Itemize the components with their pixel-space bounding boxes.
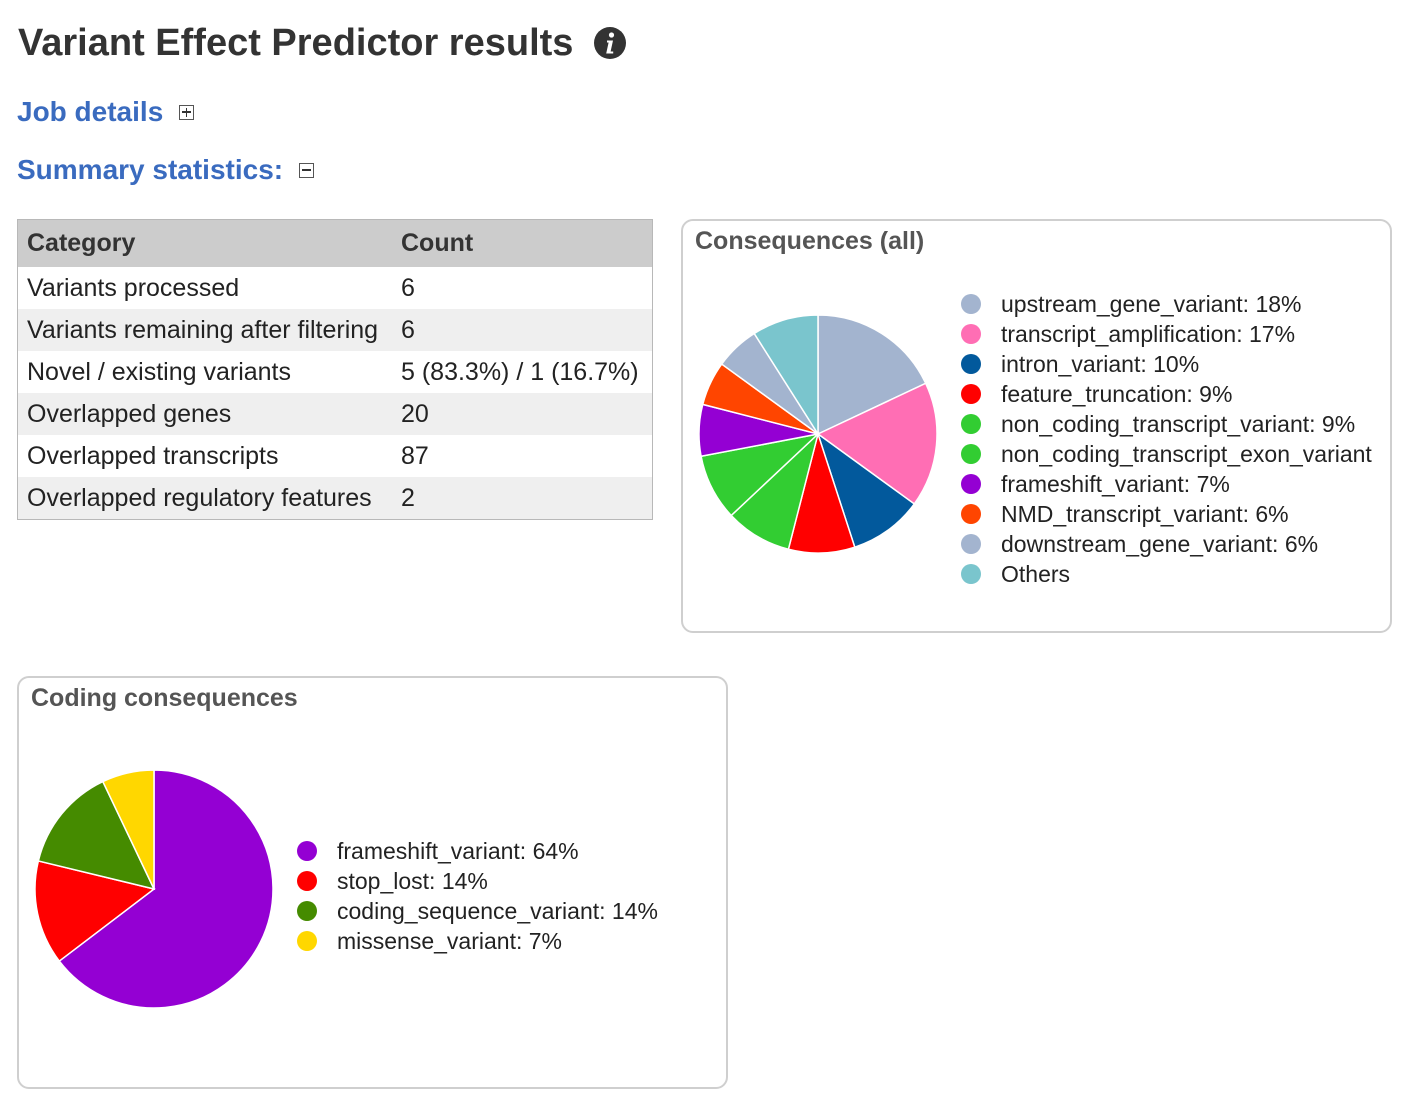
legend-label: non_coding_transcript_variant: 9% — [1001, 411, 1356, 437]
legend-label: downstream_gene_variant: 6% — [1001, 531, 1319, 557]
category-cell: Overlapped transcripts — [17, 435, 392, 477]
chart-title: Coding consequences — [31, 684, 298, 712]
legend-label: transcript_amplification: 17% — [1001, 321, 1296, 347]
count-cell: 87 — [392, 435, 653, 477]
legend-label: Others — [1001, 561, 1071, 587]
info-icon[interactable] — [593, 26, 627, 60]
legend-label: coding_sequence_variant: 14% — [337, 898, 658, 924]
pie-slice[interactable] — [37, 780, 156, 891]
legend-color-dot-icon — [961, 474, 981, 494]
legend-item[interactable]: non_coding_transcript_exon_variant — [961, 439, 1372, 469]
table-row: Overlapped regulatory features 2 — [17, 477, 653, 520]
legend-item[interactable]: feature_truncation: 9% — [961, 379, 1372, 409]
legend-label: non_coding_transcript_exon_variant — [1001, 441, 1372, 467]
summary-table: Category Count Variants processed 6 Vari… — [17, 219, 653, 520]
table-row: Novel / existing variants 5 (83.3%) / 1 … — [17, 351, 653, 393]
job-details-label: Job details — [17, 96, 164, 127]
legend-item[interactable]: upstream_gene_variant: 18% — [961, 289, 1372, 319]
pie-slice[interactable] — [34, 860, 156, 963]
legend-color-dot-icon — [961, 534, 981, 554]
legend-label: frameshift_variant: 64% — [337, 838, 579, 864]
legend-label: upstream_gene_variant: 18% — [1001, 291, 1302, 317]
count-cell: 20 — [392, 393, 653, 435]
legend-color-dot-icon — [961, 324, 981, 344]
job-details-toggle[interactable]: Job details — [17, 96, 195, 128]
column-header-category: Category — [17, 219, 392, 267]
legend-label: feature_truncation: 9% — [1001, 381, 1233, 407]
legend-color-dot-icon — [961, 444, 981, 464]
summary-statistics-toggle[interactable]: Summary statistics: — [17, 154, 315, 186]
consequences-all-panel: Consequences (all) upstream_gene_variant… — [681, 219, 1392, 633]
coding-consequences-pie — [34, 769, 274, 1009]
legend-item[interactable]: coding_sequence_variant: 14% — [297, 896, 658, 926]
page-title-text: Variant Effect Predictor results — [18, 22, 574, 64]
pie-slice[interactable] — [101, 769, 155, 890]
count-cell: 6 — [392, 267, 653, 309]
pie-slice[interactable] — [816, 432, 916, 549]
consequences-all-legend: upstream_gene_variant: 18% transcript_amp… — [961, 289, 1372, 589]
consequences-all-pie — [698, 314, 938, 554]
table-header-row: Category Count — [17, 219, 653, 267]
legend-item[interactable]: Others — [961, 559, 1372, 589]
legend-item[interactable]: missense_variant: 7% — [297, 926, 658, 956]
pie-slice[interactable] — [817, 314, 927, 436]
table-row: Overlapped genes 20 — [17, 393, 653, 435]
legend-color-dot-icon — [961, 414, 981, 434]
legend-color-dot-icon — [961, 564, 981, 584]
category-cell: Overlapped genes — [17, 393, 392, 435]
legend-color-dot-icon — [297, 901, 317, 921]
legend-item[interactable]: frameshift_variant: 64% — [297, 836, 658, 866]
legend-color-dot-icon — [297, 841, 317, 861]
pie-slice[interactable] — [816, 382, 938, 505]
legend-label: intron_variant: 10% — [1001, 351, 1200, 377]
legend-item[interactable]: NMD_transcript_variant: 6% — [961, 499, 1372, 529]
legend-color-dot-icon — [961, 294, 981, 314]
table-row: Variants remaining after filtering 6 — [17, 309, 653, 351]
category-cell: Novel / existing variants — [17, 351, 392, 393]
legend-label: stop_lost: 14% — [337, 868, 488, 894]
category-cell: Variants remaining after filtering — [17, 309, 392, 351]
legend-item[interactable]: non_coding_transcript_variant: 9% — [961, 409, 1372, 439]
legend-label: missense_variant: 7% — [337, 928, 562, 954]
legend-color-dot-icon — [961, 354, 981, 374]
summary-statistics-label: Summary statistics: — [17, 154, 284, 185]
legend-color-dot-icon — [961, 384, 981, 404]
coding-consequences-panel: Coding consequences frameshift_variant: … — [17, 676, 728, 1089]
category-cell: Overlapped regulatory features — [17, 477, 392, 520]
legend-label: NMD_transcript_variant: 6% — [1001, 501, 1289, 527]
legend-item[interactable]: transcript_amplification: 17% — [961, 319, 1372, 349]
legend-label: frameshift_variant: 7% — [1001, 471, 1230, 497]
count-cell: 6 — [392, 309, 653, 351]
table-row: Variants processed 6 — [17, 267, 653, 309]
legend-color-dot-icon — [961, 504, 981, 524]
collapse-icon[interactable] — [299, 162, 315, 178]
pie-slice[interactable] — [58, 769, 274, 1009]
count-cell: 5 (83.3%) / 1 (16.7%) — [392, 351, 653, 393]
column-header-count: Count — [392, 219, 653, 267]
expand-icon[interactable] — [179, 104, 195, 120]
pie-slice[interactable] — [753, 314, 819, 437]
legend-color-dot-icon — [297, 931, 317, 951]
legend-color-dot-icon — [297, 871, 317, 891]
page-title: Variant Effect Predictor results — [18, 18, 627, 68]
legend-item[interactable]: intron_variant: 10% — [961, 349, 1372, 379]
category-cell: Variants processed — [17, 267, 392, 309]
table-row: Overlapped transcripts 87 — [17, 435, 653, 477]
legend-item[interactable]: frameshift_variant: 7% — [961, 469, 1372, 499]
count-cell: 2 — [392, 477, 653, 520]
legend-item[interactable]: downstream_gene_variant: 6% — [961, 529, 1372, 559]
legend-item[interactable]: stop_lost: 14% — [297, 866, 658, 896]
coding-consequences-legend: frameshift_variant: 64% stop_lost: 14% cod… — [297, 836, 658, 956]
chart-title: Consequences (all) — [695, 227, 925, 255]
